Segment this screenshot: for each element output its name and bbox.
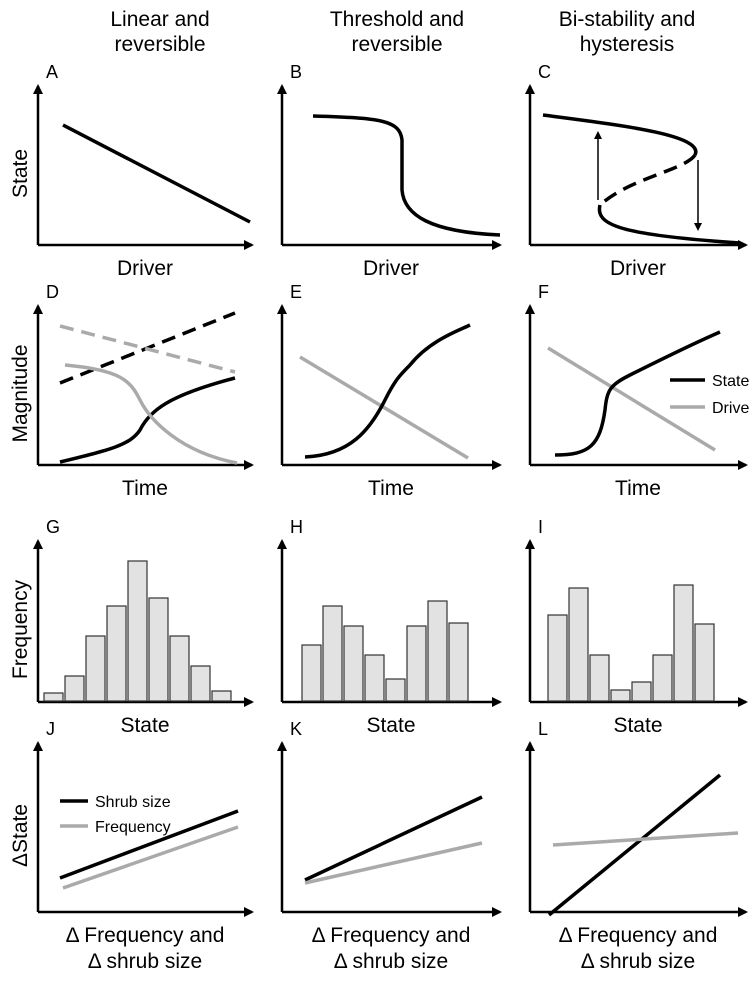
column-title: Threshold and [330, 8, 464, 31]
histogram-bar [106, 605, 127, 702]
histogram-bar [148, 597, 169, 702]
histogram-bar [343, 625, 364, 702]
y-axis-label: ΔState [9, 804, 32, 867]
panel-letter: H [290, 517, 303, 537]
histogram-bar [322, 605, 343, 702]
legend-label: Frequency [95, 819, 171, 836]
panel-letter: I [538, 517, 543, 537]
legend-label: Driver [712, 400, 749, 417]
curves [59, 113, 741, 917]
panel-letter: F [538, 282, 549, 302]
column-title: hysteresis [580, 33, 675, 56]
histograms [43, 560, 715, 702]
x-axis-label: State [120, 714, 169, 737]
histogram-bar [385, 678, 406, 702]
y-axis-label: State [9, 149, 32, 198]
histogram-bar [547, 614, 568, 702]
panel-letter: G [46, 517, 60, 537]
histogram-bar [589, 654, 610, 702]
histogram-bar [364, 654, 385, 702]
histogram-bar [673, 584, 694, 702]
panel-letter: L [538, 719, 548, 739]
column-title: reversible [114, 33, 205, 56]
x-axis-label: State [613, 714, 662, 737]
x-axis-label: Driver [117, 257, 173, 280]
histogram-bar [631, 681, 652, 702]
column-title: reversible [351, 33, 442, 56]
x-axis-label: Δ Frequency and [66, 924, 225, 947]
axes [33, 84, 748, 917]
histogram-bar [127, 560, 148, 702]
column-title: Bi-stability and [559, 8, 696, 31]
histogram-bar [43, 692, 64, 702]
histogram-bar [190, 665, 211, 702]
x-axis-label: Time [615, 477, 661, 500]
histogram-bar [568, 587, 589, 702]
legend-label: State [712, 373, 749, 390]
x-axis-label: Δ Frequency and [559, 924, 718, 947]
histogram-bar [652, 654, 673, 702]
panel-letter: J [46, 719, 55, 739]
x-axis-label: Δ shrub size [581, 950, 695, 973]
histogram-bar [85, 635, 106, 702]
histogram-bar [694, 623, 715, 702]
histogram-bar [610, 689, 631, 702]
x-axis-label: Δ Frequency and [312, 924, 471, 947]
panel-letter: A [46, 62, 58, 82]
x-axis-label: Time [122, 477, 168, 500]
histogram-bar [211, 690, 232, 702]
histogram-bar [448, 622, 469, 702]
y-axis-label: Magnitude [9, 344, 32, 442]
x-axis-label: Δ shrub size [334, 950, 448, 973]
histogram-bar [64, 675, 85, 702]
histogram-bar [301, 644, 322, 702]
panel-letter: K [290, 719, 302, 739]
x-axis-label: Driver [363, 257, 419, 280]
x-axis-label: Time [368, 477, 414, 500]
panel-letter: E [290, 282, 302, 302]
histogram-bar [406, 625, 427, 702]
x-axis-label: Driver [610, 257, 666, 280]
panel-letter: B [290, 62, 302, 82]
x-axis-label: State [366, 714, 415, 737]
y-axis-label: Frequency [9, 579, 32, 679]
histogram-bar [169, 635, 190, 702]
x-axis-label: Δ shrub size [88, 950, 202, 973]
panel-letter: C [538, 62, 551, 82]
legend-label: Shrub size [95, 794, 171, 811]
histogram-bar [427, 600, 448, 702]
panel-letter: D [46, 282, 59, 302]
column-title: Linear and [110, 8, 209, 31]
